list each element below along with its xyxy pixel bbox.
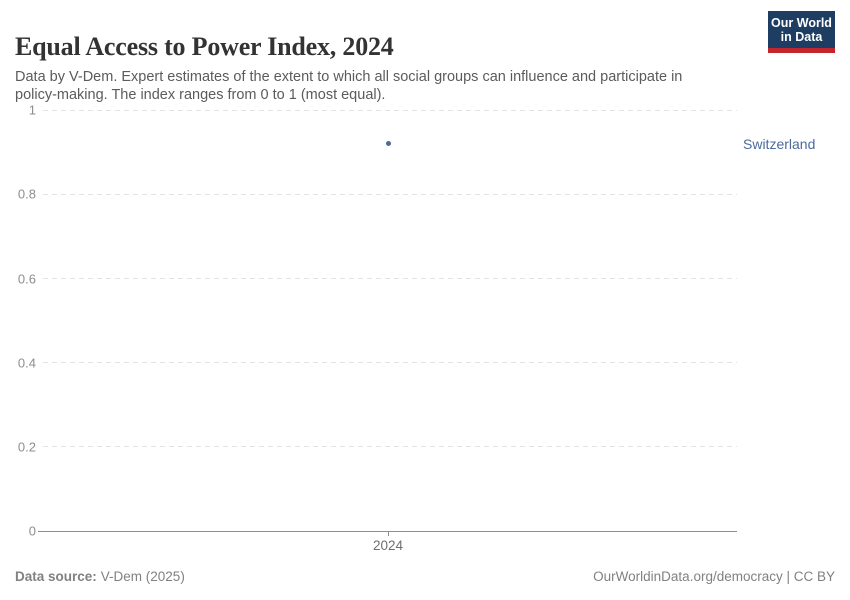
gridline [43,278,737,280]
chart-title: Equal Access to Power Index, 2024 [15,32,394,62]
owid-credit-link[interactable]: OurWorldinData.org/democracy | CC BY [593,569,835,584]
y-axis-tick-label: 0.6 [17,271,36,287]
data-source-value: V-Dem (2025) [100,569,185,584]
y-axis-tick-label: 0.8 [17,186,36,202]
owid-logo-line1: Our World [771,16,832,30]
y-axis-tick-label: 0.4 [17,355,36,371]
owid-logo[interactable]: Our World in Data [768,11,835,53]
gridline [43,193,737,195]
y-axis-tick-label: 0.2 [17,439,36,455]
data-point[interactable] [385,141,391,147]
x-axis-tick-mark [388,531,389,536]
chart-subtitle: Data by V-Dem. Expert estimates of the e… [15,68,683,103]
gridline [43,109,737,111]
gridline [43,362,737,364]
data-source-note: Data source: V-Dem (2025) [15,569,185,584]
owid-logo-line2: in Data [780,30,823,44]
y-axis-tick-label: 0 [28,523,36,539]
gridline [43,446,737,448]
y-axis-tick-label: 1 [28,102,36,118]
entity-label[interactable]: Switzerland [743,135,816,152]
data-source-label: Data source: [15,569,97,584]
x-axis-tick-label: 2024 [372,538,404,553]
x-axis-line [38,530,737,532]
